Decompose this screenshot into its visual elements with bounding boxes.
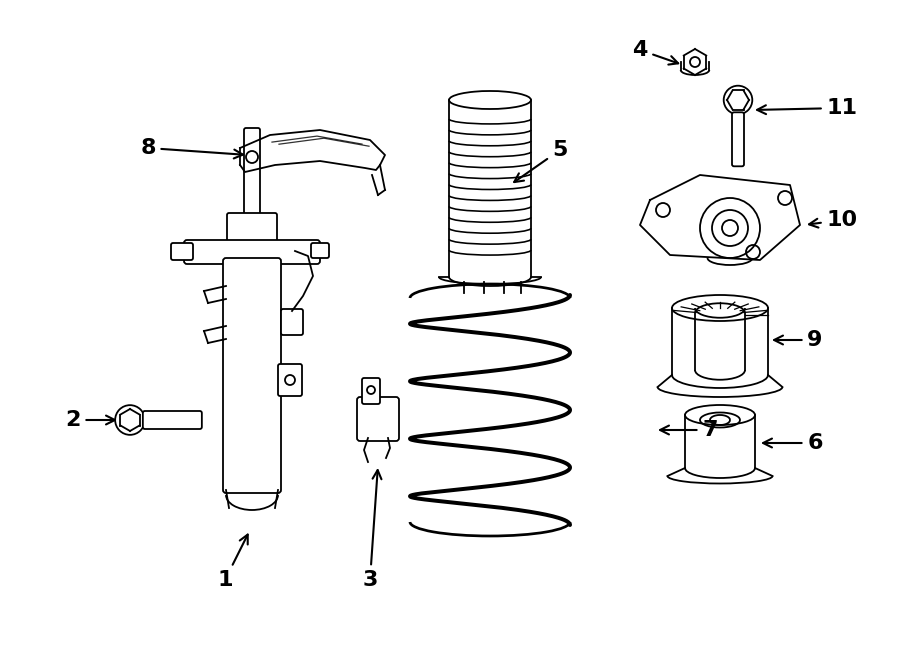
- FancyBboxPatch shape: [227, 213, 277, 245]
- FancyBboxPatch shape: [362, 378, 380, 404]
- Text: 5: 5: [514, 140, 568, 182]
- Text: 2: 2: [66, 410, 115, 430]
- Text: 10: 10: [809, 210, 858, 230]
- FancyBboxPatch shape: [278, 364, 302, 396]
- Text: 6: 6: [763, 433, 823, 453]
- FancyBboxPatch shape: [244, 128, 260, 217]
- Text: 3: 3: [363, 470, 382, 590]
- FancyBboxPatch shape: [184, 240, 320, 264]
- Text: 1: 1: [217, 535, 248, 590]
- FancyBboxPatch shape: [143, 411, 202, 429]
- Text: 8: 8: [140, 138, 243, 159]
- FancyBboxPatch shape: [311, 243, 329, 258]
- Text: 9: 9: [774, 330, 823, 350]
- FancyBboxPatch shape: [732, 112, 744, 167]
- FancyBboxPatch shape: [223, 258, 281, 493]
- Text: 4: 4: [633, 40, 679, 65]
- FancyBboxPatch shape: [281, 309, 303, 335]
- FancyBboxPatch shape: [171, 243, 193, 260]
- Text: 7: 7: [660, 420, 718, 440]
- FancyBboxPatch shape: [357, 397, 399, 441]
- Text: 11: 11: [757, 98, 858, 118]
